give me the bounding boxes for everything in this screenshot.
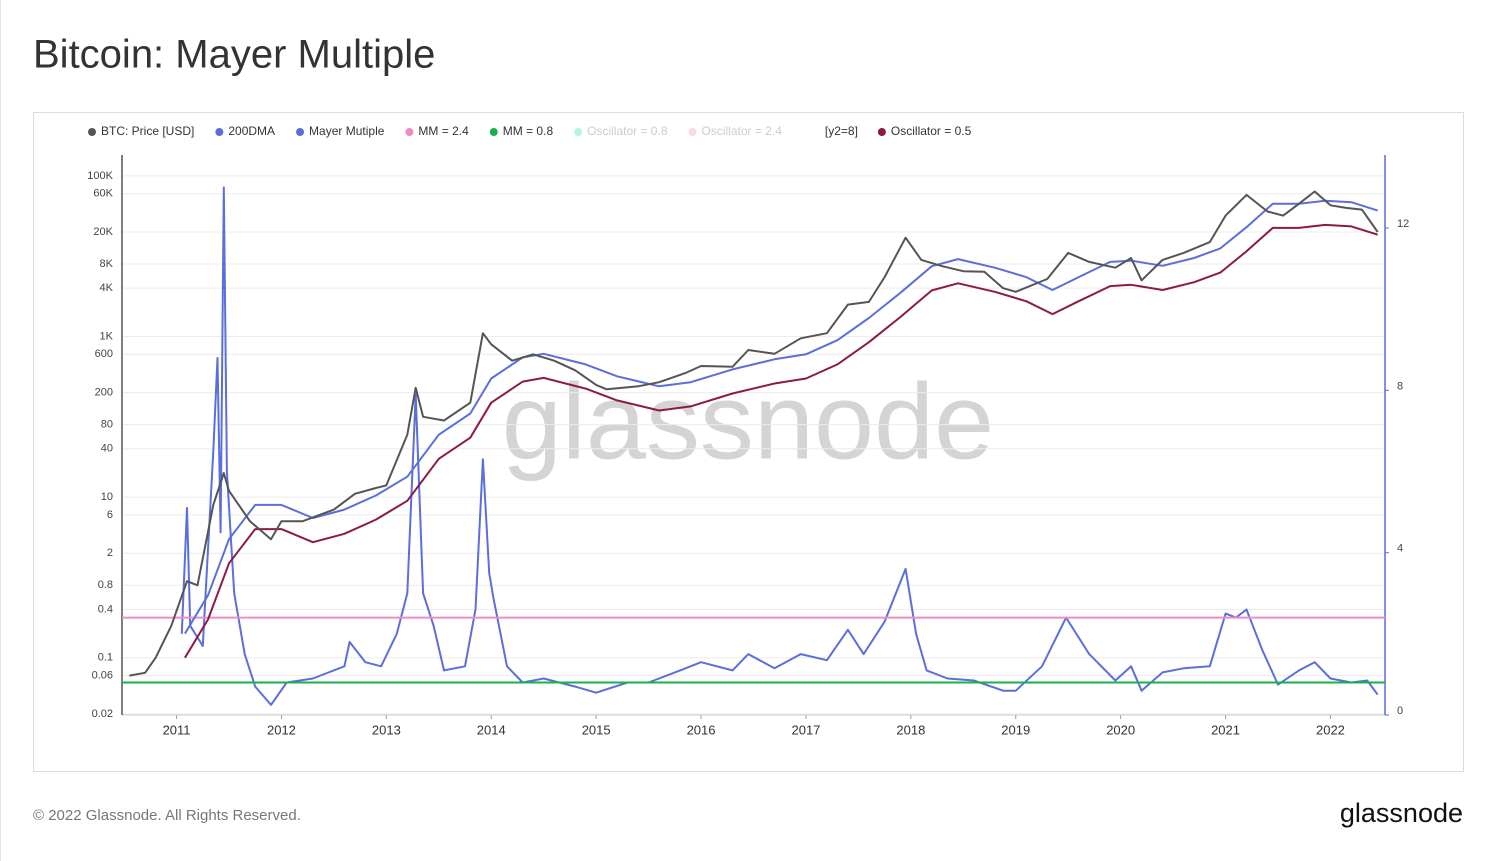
y2-tick-label: 12	[1397, 218, 1409, 230]
series-line	[180, 186, 1379, 706]
x-tick-label: 2014	[477, 722, 506, 737]
legend-label: MM = 0.8	[503, 124, 554, 138]
y-tick-label: 0.06	[92, 670, 113, 682]
x-tick-label: 2016	[687, 722, 716, 737]
series-line	[129, 190, 1379, 677]
legend-note: [y2=8]	[825, 124, 858, 138]
legend-marker	[574, 128, 583, 136]
y-tick-label: 20K	[93, 226, 113, 238]
legend-label: 200DMA	[228, 124, 275, 138]
chart-title: Bitcoin: Mayer Multiple	[33, 33, 435, 77]
series-line	[184, 199, 1379, 635]
logo: glassnode	[1340, 798, 1463, 828]
legend-marker	[688, 128, 697, 136]
x-tick-label: 2011	[163, 722, 191, 737]
legend-marker	[296, 128, 305, 136]
chart-frame	[33, 112, 1464, 772]
legend-label: Oscillator = 0.5	[891, 124, 972, 138]
series-line	[184, 223, 1379, 659]
x-tick-label: 2021	[1211, 722, 1240, 737]
y-tick-label: 0.8	[98, 579, 113, 591]
y2-tick-label: 0	[1397, 705, 1403, 717]
y2-tick-label: 8	[1397, 380, 1403, 392]
y-tick-label: 0.02	[92, 708, 113, 720]
y-tick-label: 40	[101, 443, 113, 455]
x-tick-label: 2020	[1106, 722, 1135, 737]
legend-label: Oscillator = 0.8	[587, 124, 668, 138]
legend-label: Oscillator = 2.4	[702, 124, 783, 138]
y-tick-label: 6	[107, 509, 113, 521]
y-tick-label: 10	[101, 491, 113, 503]
legend-marker	[215, 128, 224, 136]
x-tick-label: 2017	[791, 722, 820, 737]
watermark: glassnode	[502, 361, 994, 482]
x-tick-label: 2013	[372, 722, 401, 737]
x-tick-label: 2012	[267, 722, 296, 737]
legend-marker	[489, 128, 498, 136]
legend-marker	[877, 128, 886, 136]
y-tick-label: 8K	[100, 258, 114, 270]
y2-tick-label: 4	[1397, 543, 1403, 555]
y-tick-label: 200	[95, 387, 113, 399]
y-tick-label: 0.1	[98, 652, 113, 664]
y-tick-label: 2	[107, 547, 113, 559]
y-tick-label: 600	[95, 348, 113, 360]
y-tick-label: 4K	[100, 282, 114, 294]
copyright: © 2022 Glassnode. All Rights Reserved.	[33, 807, 301, 824]
y-tick-label: 60K	[93, 188, 113, 200]
y-tick-label: 100K	[87, 170, 113, 182]
legend-marker	[88, 128, 96, 136]
legend-marker	[405, 128, 414, 136]
legend-label: MM = 2.4	[418, 124, 469, 138]
x-tick-label: 2018	[896, 722, 925, 737]
x-tick-label: 2022	[1316, 722, 1345, 737]
y-tick-label: 1K	[100, 330, 114, 342]
legend-label: BTC: Price [USD]	[101, 124, 194, 138]
y-tick-label: 0.4	[98, 603, 113, 615]
legend-label: Mayer Mutiple	[309, 124, 385, 138]
x-tick-label: 2015	[582, 722, 611, 737]
x-tick-label: 2019	[1001, 722, 1030, 737]
y-tick-label: 80	[101, 419, 113, 431]
